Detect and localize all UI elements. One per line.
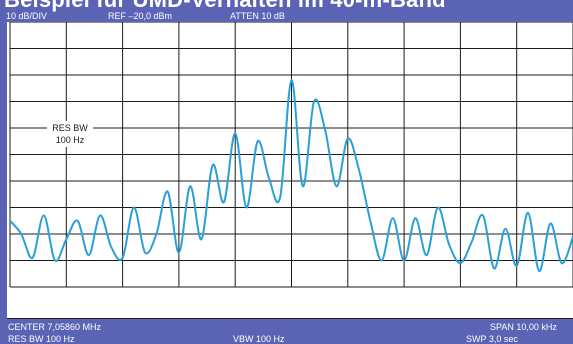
analyzer-screen: RES BW 100 Hz [7, 22, 573, 319]
attenuation-label: ATTEN 10 dB [230, 11, 285, 21]
chart-title: Beispiel für UMD-Verhalten im 40-m-Band [4, 0, 446, 13]
res-bw-annotation: RES BW 100 Hz [47, 121, 93, 147]
res-bw-label: RES BW 100 Hz [8, 334, 75, 344]
scale-label: 10 dB/DIV [6, 11, 48, 21]
res-bw-annotation-label: RES BW [52, 123, 88, 133]
vbw-label: VBW 100 Hz [233, 334, 285, 344]
res-bw-annotation-value: 100 Hz [55, 135, 85, 145]
spectrum-trace [9, 79, 573, 273]
reference-level-label: REF –20,0 dBm [108, 11, 173, 21]
sweep-time-label: SWP 3,0 sec [466, 334, 518, 344]
spectrum-plot [7, 22, 573, 319]
span-label: SPAN 10,00 kHz [490, 322, 557, 332]
center-frequency-label: CENTER 7,05860 MHz [8, 322, 102, 332]
